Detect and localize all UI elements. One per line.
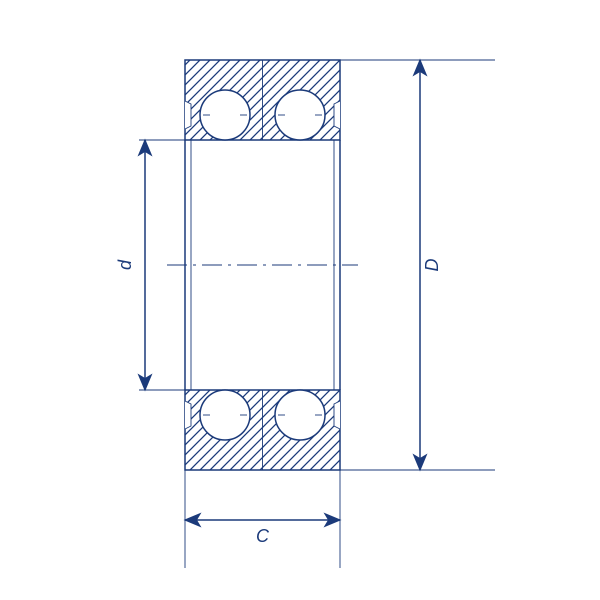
label-d: d xyxy=(115,259,135,270)
label-C: C xyxy=(256,526,270,546)
label-D: D xyxy=(422,259,442,272)
